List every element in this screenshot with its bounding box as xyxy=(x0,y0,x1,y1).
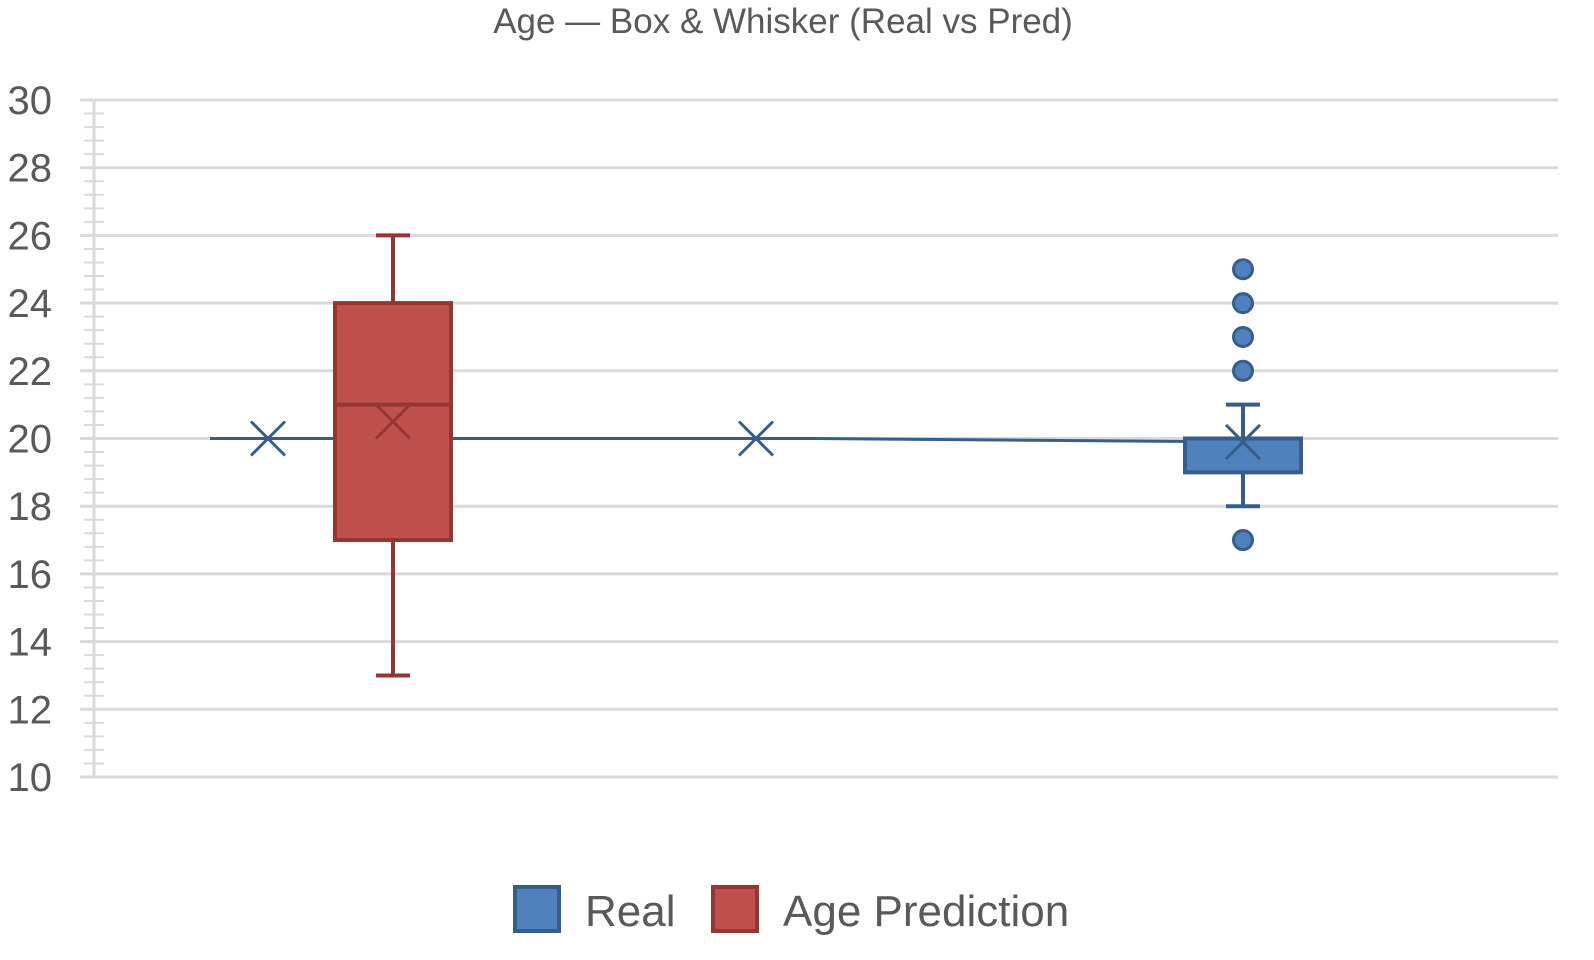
y-tick-label-26: 26 xyxy=(8,214,53,258)
legend-item-real-label: Real xyxy=(585,887,676,936)
real-outlier-1 xyxy=(1232,292,1254,315)
y-tick-label-10: 10 xyxy=(8,756,53,800)
y-tick-label-18: 18 xyxy=(8,485,53,529)
real-mean-marker-1-b xyxy=(737,420,775,457)
real-mean-marker xyxy=(1224,423,1262,460)
y-tick-label-28: 28 xyxy=(8,147,53,191)
y-axis: 10 12 14 16 18 20 22 24 26 28 30 xyxy=(8,79,104,800)
plot-area xyxy=(210,233,1303,678)
legend-item-age-prediction-swatch xyxy=(711,885,759,933)
real-outlier-0 xyxy=(1232,258,1254,281)
chart-title: Age — Box & Whisker (Real vs Pred) xyxy=(493,2,1073,41)
y-tick-label-24: 24 xyxy=(8,282,53,326)
legend-item-real-swatch xyxy=(513,885,561,933)
real-mean-marker-0-b xyxy=(249,420,287,457)
pred-mean-marker xyxy=(374,403,412,440)
real-outlier-2 xyxy=(1232,325,1254,348)
real-outlier-4 xyxy=(1232,529,1254,552)
real-mean-marker-b xyxy=(1224,423,1262,460)
real-box xyxy=(1183,436,1303,475)
legend: Real Age Prediction xyxy=(513,885,1069,936)
y-tick-label-16: 16 xyxy=(8,553,53,597)
real-mean-marker-1 xyxy=(737,420,775,457)
legend-item-real: Real xyxy=(513,885,676,936)
y-tick-label-14: 14 xyxy=(8,621,53,665)
legend-item-age-prediction: Age Prediction xyxy=(711,885,1069,936)
y-tick-label-12: 12 xyxy=(8,688,53,732)
real-outlier-3 xyxy=(1232,359,1254,382)
pred-mean-marker-b xyxy=(374,403,412,440)
y-tick-label-30: 30 xyxy=(8,79,53,123)
y-tick-label-22: 22 xyxy=(8,350,53,394)
y-tick-label-20: 20 xyxy=(8,418,53,462)
real-mean-marker-0 xyxy=(249,420,287,457)
legend-item-age-prediction-label: Age Prediction xyxy=(783,887,1069,936)
